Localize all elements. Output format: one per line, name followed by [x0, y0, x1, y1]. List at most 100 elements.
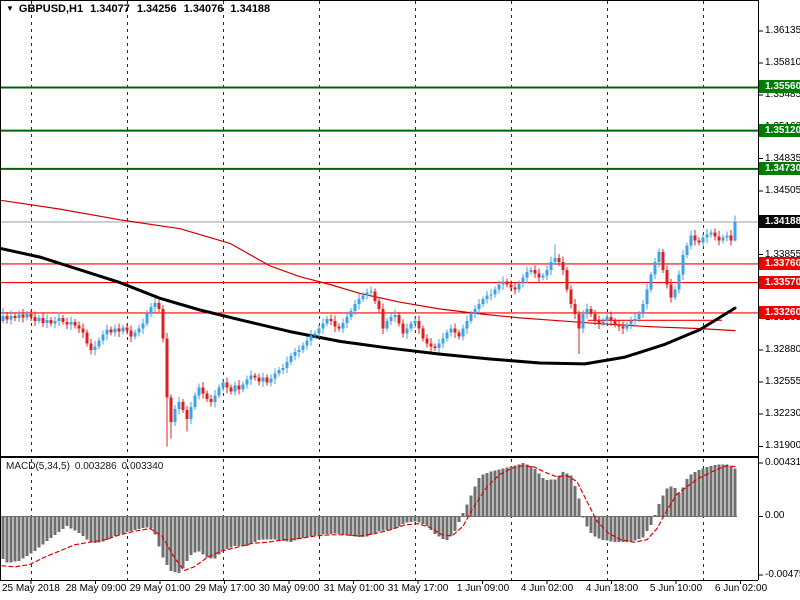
macd-histogram-bar	[85, 516, 89, 540]
candle-body	[417, 320, 421, 329]
macd-histogram-bar	[653, 515, 657, 517]
candle-body	[253, 375, 257, 378]
candle-body	[581, 313, 585, 329]
macd-histogram-bar	[541, 478, 545, 517]
macd-histogram-bar	[685, 478, 689, 517]
macd-histogram-bar	[89, 516, 93, 543]
candle-body	[405, 328, 409, 334]
price-tick-label[interactable]: 1.32555	[765, 376, 800, 387]
candle-body	[181, 402, 185, 411]
macd-histogram-bar	[353, 516, 357, 537]
candle-body	[221, 382, 225, 388]
macd-histogram-bar	[625, 516, 629, 543]
macd-histogram-bar	[561, 471, 565, 517]
candle-body	[269, 378, 273, 383]
candle-body	[25, 313, 29, 318]
macd-histogram-bar	[233, 516, 237, 546]
macd-histogram-bar	[137, 516, 141, 529]
macd-histogram-bar	[249, 516, 253, 545]
macd-histogram-bar	[389, 516, 393, 530]
macd-histogram-bar	[57, 516, 61, 532]
resistance-price-badge: 1.35560	[759, 80, 800, 93]
macd-histogram-bar	[265, 516, 269, 540]
price-tick-label[interactable]: 1.36135	[765, 25, 800, 36]
time-axis-label[interactable]: 29 May 01:00	[129, 583, 191, 594]
candle-body	[577, 313, 581, 329]
candle-body	[161, 309, 165, 339]
candle-body	[373, 291, 377, 302]
price-tick-label[interactable]: 1.31900	[765, 440, 800, 451]
time-axis-label[interactable]: 4 Jun 02:00	[520, 583, 574, 594]
candle-body	[201, 387, 205, 394]
price-tick-label[interactable]: 1.34835	[765, 153, 800, 164]
candle-body	[485, 295, 489, 300]
candle-body	[241, 384, 245, 390]
candle-body	[421, 328, 425, 339]
candle-body	[557, 258, 561, 262]
price-tick-label[interactable]: 1.35485	[765, 89, 800, 100]
macd-histogram-bar	[629, 516, 633, 542]
macd-histogram-bar	[125, 516, 129, 533]
candle-body	[153, 303, 157, 308]
candle-body	[157, 303, 161, 310]
macd-histogram-bar	[605, 516, 609, 541]
candle-body	[205, 393, 209, 400]
time-axis-label[interactable]: 31 May 01:00	[323, 583, 385, 594]
candle-body	[673, 289, 677, 298]
price-tick-label[interactable]: 1.32880	[765, 344, 800, 355]
candle-body	[33, 316, 37, 321]
candle-body	[649, 274, 653, 290]
macd-histogram-bar	[457, 516, 461, 522]
candle-body	[37, 317, 41, 321]
candle-body	[133, 332, 137, 337]
candle-body	[517, 283, 521, 290]
macd-histogram-bar	[109, 516, 113, 538]
time-axis-label[interactable]: 31 May 17:00	[387, 583, 449, 594]
time-axis-label[interactable]: 29 May 17:00	[194, 583, 256, 594]
candle-body	[165, 338, 169, 398]
candle-body	[637, 313, 641, 319]
time-axis-label[interactable]: 30 May 09:00	[258, 583, 320, 594]
macd-tick-label[interactable]: 0.00	[765, 510, 785, 521]
panel-separator[interactable]	[0, 456, 758, 458]
macd-histogram-bar	[673, 487, 677, 517]
macd-histogram-bar	[169, 516, 173, 571]
macd-histogram-bar	[633, 516, 637, 541]
time-axis-label[interactable]: 1 Jun 09:00	[456, 583, 510, 594]
macd-histogram-bar	[549, 479, 553, 517]
candle-body	[705, 234, 709, 238]
time-axis-label[interactable]: 28 May 09:00	[65, 583, 127, 594]
macd-histogram-bar	[185, 516, 189, 561]
macd-histogram-bar	[97, 516, 101, 543]
candle-body	[461, 328, 465, 337]
price-tick-label[interactable]: 1.35810	[765, 57, 800, 68]
candle-body	[401, 323, 405, 334]
candle-body	[169, 397, 173, 422]
macd-histogram-bar	[117, 516, 121, 535]
macd-histogram-bar	[509, 466, 513, 517]
macd-tick-label[interactable]: -0.004757	[765, 569, 800, 580]
time-axis-label[interactable]: 25 May 2018	[2, 583, 60, 594]
symbol-dropdown-icon[interactable]: ▼	[6, 4, 14, 13]
macd-tick-label[interactable]: 0.004317	[765, 457, 800, 468]
price-tick-label[interactable]: 1.34505	[765, 185, 800, 196]
price-tick-label[interactable]: 1.33855	[765, 249, 800, 260]
candle-body	[197, 387, 201, 396]
macd-histogram-bar	[681, 487, 685, 517]
macd-histogram-bar	[373, 516, 377, 534]
macd-histogram-bar	[697, 469, 701, 517]
time-axis-label[interactable]: 5 Jun 10:00	[649, 583, 703, 594]
macd-histogram-bar	[449, 516, 453, 536]
macd-histogram-bar	[405, 516, 409, 523]
time-axis-label[interactable]: 4 Jun 18:00	[585, 583, 639, 594]
candle-body	[137, 328, 141, 333]
candle-body	[13, 315, 17, 318]
macd-histogram-bar	[613, 516, 617, 543]
macd-histogram-bar	[557, 475, 561, 517]
candle-body	[5, 315, 9, 320]
price-tick-label[interactable]: 1.32230	[765, 408, 800, 419]
time-axis-label[interactable]: 6 Jun 02:00	[714, 583, 768, 594]
macd-histogram-bar	[493, 470, 497, 517]
macd-histogram-bar	[129, 516, 133, 531]
